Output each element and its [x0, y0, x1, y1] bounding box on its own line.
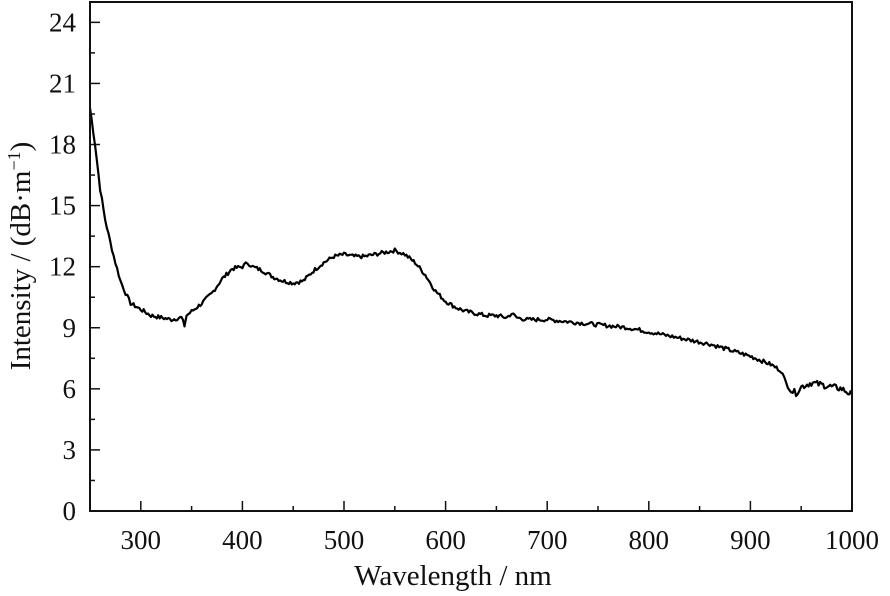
y-tick-label: 15 [49, 191, 76, 221]
y-tick-label: 6 [63, 374, 77, 404]
x-tick-label: 300 [121, 525, 162, 555]
x-tick-label: 1000 [825, 525, 879, 555]
x-tick-label: 500 [324, 525, 365, 555]
y-tick-label: 21 [49, 68, 76, 98]
x-tick-label: 600 [425, 525, 466, 555]
y-tick-label: 18 [49, 130, 76, 160]
y-tick-label: 24 [49, 7, 77, 37]
intensity-series-line [88, 107, 854, 398]
x-tick-label: 400 [222, 525, 263, 555]
y-tick-label: 3 [63, 435, 77, 465]
y-axis: 0 3 6 9 12 15 18 21 24 [49, 7, 100, 526]
y-tick-label: 9 [63, 313, 77, 343]
x-axis: 300 400 500 600 700 800 900 1000 [89, 501, 879, 555]
y-tick-label: 12 [49, 252, 76, 282]
x-tick-label: 900 [730, 525, 771, 555]
x-axis-title: Wavelength / nm [354, 560, 552, 592]
plot-frame [89, 1, 853, 512]
x-tick-label: 700 [527, 525, 568, 555]
x-tick-label: 800 [629, 525, 670, 555]
y-tick-label: 0 [63, 496, 77, 526]
y-axis-title: Intensity / (dB·m−1) [4, 142, 37, 371]
